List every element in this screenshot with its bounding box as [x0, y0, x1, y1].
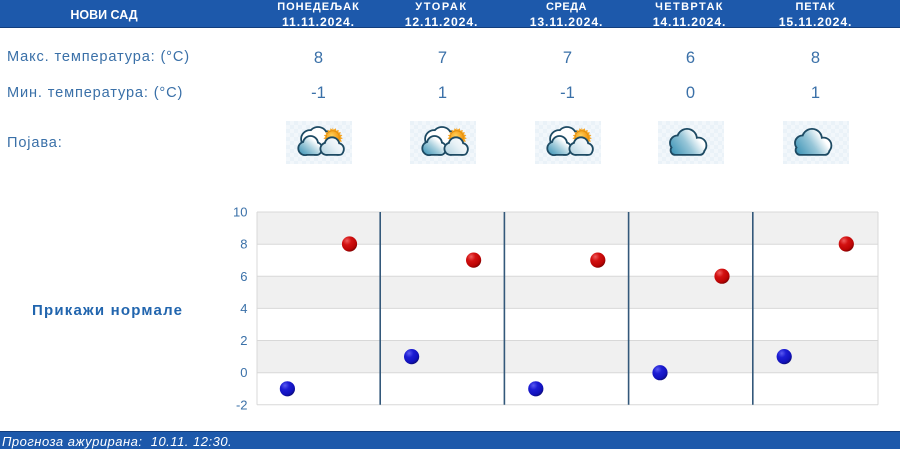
svg-text:-2: -2	[236, 397, 248, 412]
svg-text:6: 6	[240, 269, 247, 284]
svg-text:10: 10	[233, 205, 247, 220]
svg-text:0: 0	[240, 365, 247, 380]
svg-text:4: 4	[240, 301, 247, 316]
svg-text:8: 8	[240, 237, 247, 252]
svg-text:2: 2	[240, 333, 247, 348]
